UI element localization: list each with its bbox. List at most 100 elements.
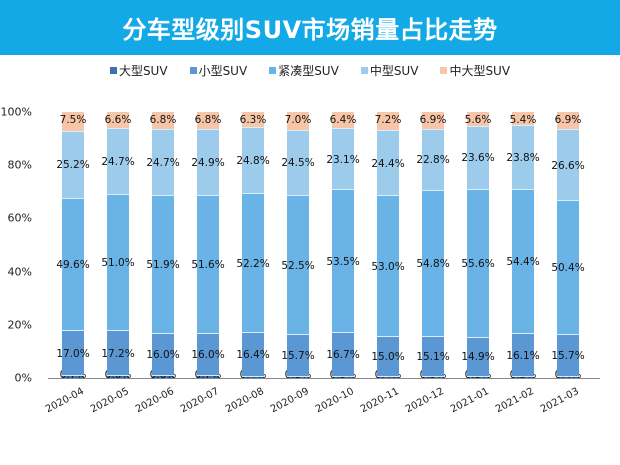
data-label: 15.7% (551, 350, 585, 363)
bar-segment (197, 130, 219, 197)
data-label: 15.7% (281, 350, 315, 363)
bar-segment (332, 129, 354, 191)
bar-segment (197, 196, 219, 334)
bar-segment (62, 376, 84, 378)
bar-segment (467, 337, 489, 378)
bar-segment (467, 189, 489, 338)
bar-segment (467, 112, 489, 127)
data-label: 51.6% (191, 258, 225, 271)
legend-label: 中型SUV (369, 64, 419, 78)
bar-segment (512, 334, 534, 378)
legend-item: 紧凑型SUV (269, 62, 339, 79)
data-label: 23.6% (461, 152, 495, 165)
x-tick-label: 2020-06 (134, 386, 177, 416)
bar-segment (377, 196, 399, 338)
data-label: 14.9% (461, 351, 495, 364)
legend-item: 中大型SUV (440, 62, 510, 79)
bar-segment (197, 376, 219, 378)
bar-segment (107, 330, 129, 377)
data-label: 24.4% (371, 157, 405, 170)
legend-label: 紧凑型SUV (278, 64, 339, 78)
x-tick-label: 2020-08 (224, 386, 267, 416)
data-label: 55.6% (461, 257, 495, 270)
bar-segment (557, 130, 579, 202)
bar-segment (107, 376, 129, 378)
data-label: 23.8% (506, 152, 540, 165)
x-tick-label: 2021-02 (494, 386, 537, 416)
bar-segment (107, 129, 129, 195)
legend-swatch-icon (189, 67, 197, 74)
data-label: 24.7% (101, 156, 135, 169)
data-label: 7.2% (374, 114, 402, 126)
bar-segment (107, 194, 129, 331)
chart-title: 分车型级别SUV市场销量占比走势 (122, 16, 498, 44)
y-tick-label: 80% (7, 158, 32, 172)
bar-segment (422, 376, 444, 378)
data-label: 50.4% (551, 262, 585, 275)
data-label: 51.9% (146, 258, 180, 271)
bar-segment (62, 112, 84, 132)
data-label: 6.3% (239, 113, 267, 126)
data-label: 51.0% (101, 256, 135, 269)
data-label: 23.1% (326, 153, 360, 166)
bar-segment (512, 189, 534, 335)
data-label: 24.9% (191, 157, 225, 170)
bar-segment (467, 377, 489, 378)
bar-segment (377, 337, 399, 377)
legend-swatch-icon (440, 67, 448, 74)
data-label: 53.5% (326, 255, 360, 268)
x-tick-label: 2020-04 (44, 386, 87, 416)
bar-segment (377, 376, 399, 378)
data-label: 16.0% (191, 348, 225, 361)
y-tick-label: 20% (7, 318, 32, 332)
data-label: 22.8% (416, 154, 450, 167)
bar-segment (242, 111, 264, 129)
bar-segment (332, 332, 354, 378)
bar-segment (152, 130, 174, 196)
data-label: 53.0% (371, 260, 405, 273)
legend-label: 大型SUV (118, 64, 168, 78)
data-label: 6.8% (149, 114, 177, 126)
bar-segment (287, 335, 309, 378)
data-label: 24.5% (281, 157, 315, 170)
legend-label: 中大型SUV (449, 64, 511, 78)
bar-segment (557, 112, 579, 131)
bar-segment (62, 198, 84, 331)
bar-segment (152, 112, 174, 131)
x-tick-label: 2020-11 (359, 386, 402, 416)
data-label: 15.0% (371, 350, 405, 363)
data-label: 16.7% (326, 348, 360, 361)
data-label: 7.0% (284, 114, 312, 126)
data-label: 16.0% (146, 349, 180, 362)
data-label: 52.5% (281, 259, 315, 272)
legend-item: 中型SUV (360, 62, 419, 79)
data-label: 17.2% (101, 347, 135, 360)
x-tick-label: 2020-12 (404, 386, 447, 416)
data-label: 15.1% (416, 350, 450, 363)
x-tick-label: 2020-09 (269, 386, 312, 416)
data-label: 6.4% (329, 114, 357, 126)
data-label: 5.4% (509, 114, 537, 126)
bar-segment (557, 201, 579, 336)
bar-segment (512, 377, 534, 378)
legend-item: 小型SUV (189, 62, 248, 79)
bar-segment (242, 194, 264, 334)
data-label: 24.7% (146, 156, 180, 169)
bar-segment (152, 195, 174, 334)
data-label: 6.9% (419, 113, 447, 126)
bar-segment (152, 376, 174, 378)
x-axis-line (48, 378, 600, 379)
bar-segment (557, 335, 579, 377)
bar-segment (107, 111, 129, 130)
x-tick-label: 2020-07 (179, 386, 222, 416)
data-label: 16.1% (506, 349, 540, 362)
bar-segment (152, 333, 174, 377)
legend-swatch-icon (360, 67, 368, 74)
legend-label: 小型SUV (198, 64, 248, 78)
bar-segment (377, 131, 399, 197)
x-tick-label: 2020-10 (314, 386, 357, 416)
bar-segment (242, 376, 264, 378)
chart-legend: 大型SUV 小型SUV 紧凑型SUV 中型SUV 中大型SUV (0, 62, 620, 79)
bar-segment (512, 112, 534, 127)
legend-swatch-icon (109, 67, 117, 74)
